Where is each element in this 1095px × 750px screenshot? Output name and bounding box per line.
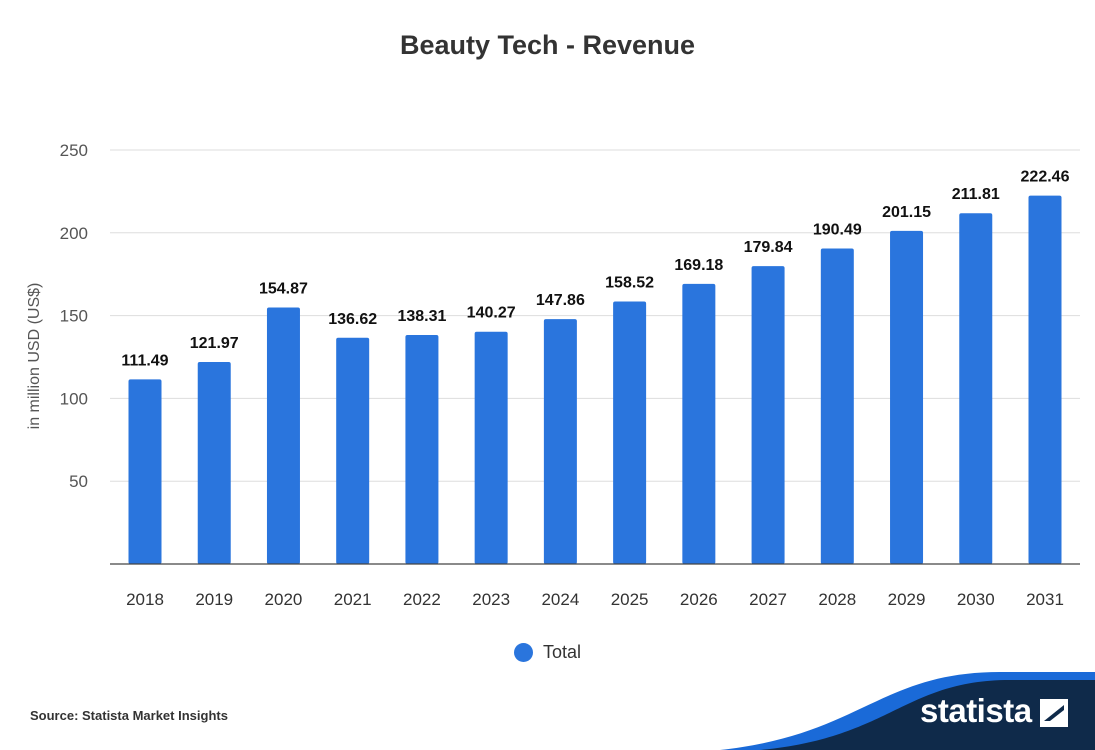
- x-tick-label-2020: 2020: [265, 590, 303, 609]
- y-tick-label: 50: [69, 472, 88, 491]
- data-label-2030: 211.81: [952, 186, 1000, 203]
- data-label-2020: 154.87: [259, 281, 308, 298]
- bar-2018: [128, 379, 162, 564]
- data-label-2029: 201.15: [882, 204, 931, 221]
- x-tick-label-2022: 2022: [403, 590, 441, 609]
- bar-2028: [820, 248, 854, 564]
- x-tick-label-2023: 2023: [472, 590, 510, 609]
- y-tick-label: 250: [60, 141, 88, 160]
- statista-logo-text: statista: [920, 692, 1032, 729]
- y-axis-title: in million USD (US$): [26, 283, 43, 430]
- bar-2022: [405, 334, 439, 564]
- data-label-2028: 190.49: [813, 222, 862, 239]
- data-label-2019: 121.97: [190, 335, 239, 352]
- y-tick-label: 100: [60, 389, 88, 408]
- data-label-2024: 147.86: [536, 292, 585, 309]
- bar-2026: [682, 283, 716, 564]
- x-tick-label-2030: 2030: [957, 590, 995, 609]
- bar-2024: [543, 319, 577, 564]
- data-label-2023: 140.27: [467, 305, 516, 322]
- x-tick-label-2025: 2025: [611, 590, 649, 609]
- data-label-2031: 222.46: [1021, 169, 1070, 186]
- data-label-2018: 111.49: [121, 352, 168, 369]
- bar-2027: [751, 266, 785, 564]
- y-tick-label: 150: [60, 307, 88, 326]
- x-tick-label-2028: 2028: [818, 590, 856, 609]
- x-tick-label-2026: 2026: [680, 590, 718, 609]
- bar-2025: [613, 301, 647, 564]
- x-tick-label-2024: 2024: [541, 590, 579, 609]
- legend: Total: [0, 642, 1095, 663]
- bar-2020: [266, 307, 300, 564]
- data-label-2021: 136.62: [328, 311, 377, 328]
- data-label-2022: 138.31: [397, 308, 446, 325]
- bar-2029: [890, 230, 924, 564]
- bars: [128, 195, 1062, 564]
- bar-2019: [197, 362, 231, 564]
- x-tick-label-2031: 2031: [1026, 590, 1064, 609]
- bar-2030: [959, 213, 993, 564]
- bar-2023: [474, 331, 508, 564]
- bar-2021: [336, 337, 370, 564]
- statista-logo-icon: [1040, 699, 1068, 727]
- x-tick-label-2018: 2018: [126, 590, 164, 609]
- source-note: Source: Statista Market Insights: [30, 708, 228, 723]
- legend-marker: [513, 643, 533, 662]
- y-axis-ticks: 50 100 150 200 250: [60, 141, 88, 491]
- data-label-2026: 169.18: [674, 257, 723, 274]
- bar-2031: [1028, 195, 1062, 564]
- legend-label-total: Total: [542, 642, 582, 662]
- x-tick-label-2021: 2021: [334, 590, 372, 609]
- data-label-2025: 158.52: [605, 274, 654, 291]
- chart-title: Beauty Tech - Revenue: [399, 30, 696, 60]
- x-tick-label-2029: 2029: [888, 590, 926, 609]
- x-tick-label-2019: 2019: [195, 590, 233, 609]
- x-tick-label-2027: 2027: [749, 590, 787, 609]
- data-labels: 111.49 121.97 154.87 136.62 138.31 140.27 147.…: [121, 169, 1069, 370]
- x-axis-ticks: 2018 2019 2020 2021 2022 2023 2024 2025 2026 2027…: [126, 590, 1064, 609]
- y-tick-label: 200: [60, 224, 88, 243]
- data-label-2027: 179.84: [744, 239, 793, 256]
